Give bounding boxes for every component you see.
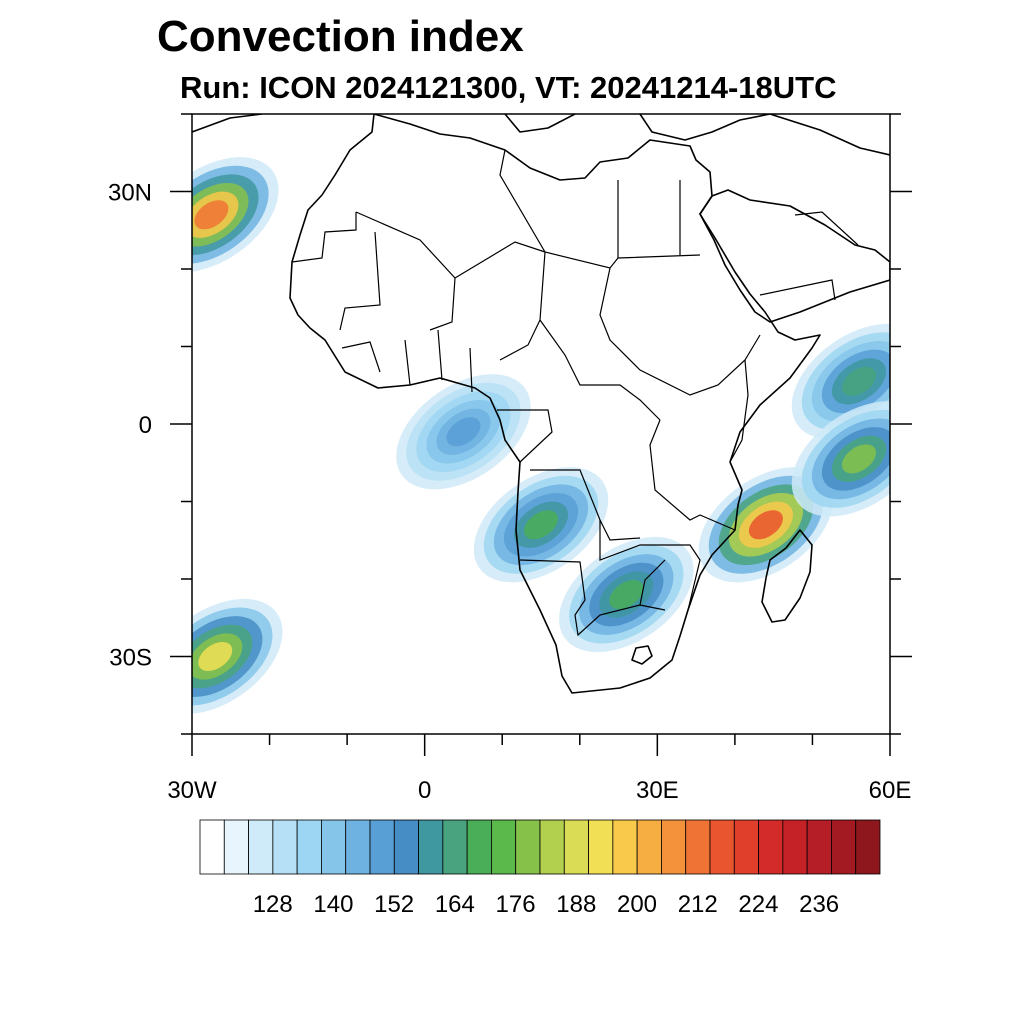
colorbar — [199, 819, 881, 875]
convection-cell — [791, 323, 890, 439]
convection-cell — [791, 401, 890, 517]
convection-contour — [198, 641, 233, 672]
lon-tick-label: 30W — [167, 777, 217, 804]
colorbar-label: 152 — [374, 891, 414, 918]
lon-tick-label: 30E — [636, 777, 679, 804]
convection-contour — [446, 417, 481, 447]
colorbar-swatch — [248, 819, 274, 875]
colorbar-swatch — [539, 819, 565, 875]
convection-cell — [192, 157, 279, 273]
colorbar-label: 188 — [556, 891, 596, 918]
colorbar-swatch — [272, 819, 298, 875]
colorbar-swatch — [831, 819, 857, 875]
colorbar-swatch — [369, 819, 395, 875]
lon-tick-label: 60E — [869, 777, 912, 804]
lesotho-border — [631, 645, 653, 665]
colorbar-swatch — [442, 819, 468, 875]
colorbar-swatch — [855, 819, 881, 875]
colorbar-swatch — [806, 819, 832, 875]
colorbar-swatch — [709, 819, 735, 875]
colorbar-swatch — [491, 819, 517, 875]
colorbar-label: 164 — [435, 891, 475, 918]
europe-coastline — [192, 114, 890, 156]
colorbar-swatch — [661, 819, 687, 875]
convection-contour — [609, 579, 644, 610]
colorbar-swatch — [393, 819, 419, 875]
arabia-coastline — [699, 189, 890, 323]
colorbar-swatch — [612, 819, 638, 875]
colorbar-label: 212 — [678, 891, 718, 918]
colorbar-swatch — [296, 819, 322, 875]
colorbar-label: 140 — [313, 891, 353, 918]
chart-subtitle: Run: ICON 2024121300, VT: 20241214-18UTC — [180, 70, 837, 105]
convection-contour — [748, 510, 783, 540]
colorbar-swatch — [199, 819, 225, 875]
colorbar-swatch — [345, 819, 371, 875]
colorbar-label: 128 — [253, 891, 293, 918]
colorbar-swatch — [733, 819, 759, 875]
convection-field-layer — [192, 157, 890, 715]
madagascar-coastline — [761, 529, 813, 623]
colorbar-swatch — [223, 819, 249, 875]
colorbar-swatch — [758, 819, 784, 875]
convection-contour — [194, 200, 229, 230]
colorbar-swatch — [321, 819, 347, 875]
colorbar-swatch — [418, 819, 444, 875]
latitude-labels: 30N 0 30S — [108, 180, 152, 672]
colorbar-labels: 128 140 152 164 176 188 200 212 224 236 — [253, 891, 839, 918]
convection-contour — [841, 444, 876, 474]
colorbar-label: 176 — [496, 891, 536, 918]
lat-tick-label: 0 — [139, 412, 152, 439]
colorbar-swatch — [466, 819, 492, 875]
colorbar-swatch — [515, 819, 541, 875]
lon-tick-label: 0 — [418, 777, 431, 804]
colorbar-swatch — [685, 819, 711, 875]
convection-cell — [473, 467, 609, 583]
colorbar-label: 200 — [617, 891, 657, 918]
colorbar-label: 236 — [799, 891, 839, 918]
axis-ticks — [170, 113, 912, 756]
coastline-layer — [192, 114, 890, 694]
lat-tick-label: 30S — [109, 645, 152, 672]
map-frame — [191, 113, 891, 735]
convection-contour — [523, 510, 559, 540]
colorbar-label: 224 — [738, 891, 778, 918]
convection-cell — [396, 374, 531, 490]
country-borders — [291, 149, 859, 637]
longitude-labels: 30W 0 30E 60E — [167, 777, 911, 804]
africa-coastline — [289, 114, 821, 694]
colorbar-swatch — [563, 819, 589, 875]
convection-cell — [192, 598, 283, 715]
colorbar-swatch — [588, 819, 614, 875]
convection-contour — [841, 366, 876, 396]
colorbar-swatch — [636, 819, 662, 875]
colorbar-swatch — [782, 819, 808, 875]
chart-title: Convection index — [157, 12, 524, 61]
lat-tick-label: 30N — [108, 180, 152, 207]
